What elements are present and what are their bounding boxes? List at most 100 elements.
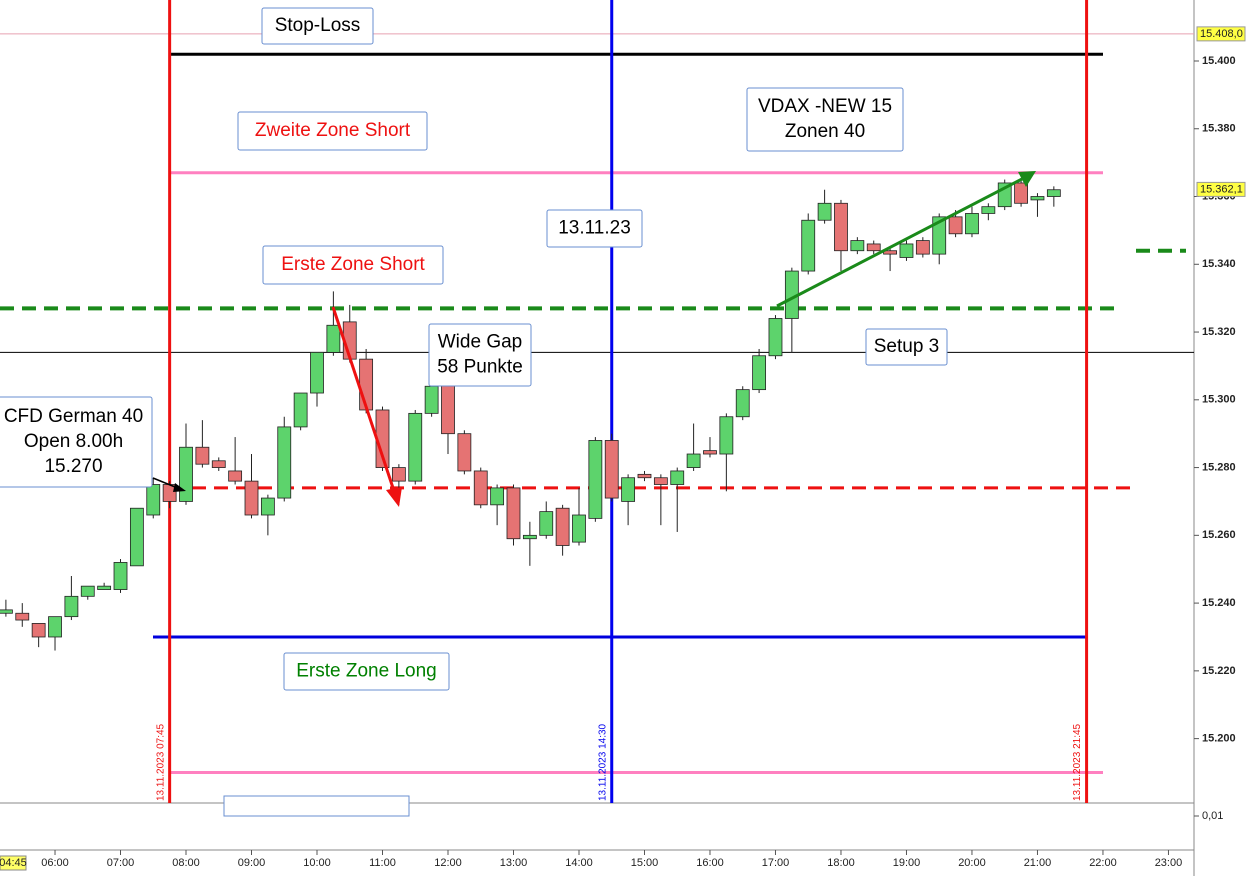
vertical-line-label: 13.11.2023 07:45	[155, 723, 166, 801]
candle-body	[1030, 196, 1045, 201]
x-tick-label: 16:00	[696, 857, 724, 869]
cursor-label: 04:45	[0, 857, 27, 869]
levels: 13.11.2023 07:45 13.11.2023 14:30 13.11.20…	[0, 0, 1194, 803]
annotation-text: Erste Zone Short	[281, 254, 425, 275]
y-tick-label: 15.260	[1202, 529, 1236, 541]
annotation-text: CFD German 40	[4, 406, 143, 427]
candle-body	[408, 412, 423, 482]
annotation-box	[546, 209, 643, 248]
x-tick-label: 10:00	[303, 857, 331, 869]
candle-body	[113, 562, 128, 590]
annotation-text: Zonen 40	[785, 121, 865, 142]
candle-body	[391, 467, 406, 482]
annotation-text: Open 8.00h	[24, 431, 123, 452]
x-tick-label: 18:00	[827, 857, 855, 869]
candle-body	[604, 440, 619, 499]
candle-body	[752, 355, 767, 391]
candle-body	[834, 202, 848, 252]
x-tick-label: 21:00	[1024, 857, 1052, 869]
annotation-text: 58 Punkte	[437, 357, 523, 378]
x-tick-label: 15:00	[631, 857, 659, 869]
candle-body	[457, 433, 472, 472]
x-tick-label: 06:00	[41, 857, 69, 869]
candle-body	[195, 446, 210, 465]
annotation-text: Wide Gap	[438, 332, 522, 353]
annotation-box	[428, 323, 532, 387]
annotations: Stop-Loss Zweite Zone Short VDAX -NEW 15 Zo…	[0, 7, 948, 691]
annotation-text: Setup 3	[874, 336, 940, 357]
candle-body	[653, 477, 668, 485]
candle-body	[522, 534, 537, 540]
candle-body	[244, 480, 259, 516]
price-label: 15.362,1	[1200, 183, 1243, 195]
annotation-box	[746, 87, 904, 152]
candle-body	[735, 389, 750, 418]
x-tick-label: 12:00	[434, 857, 462, 869]
annotation-text: VDAX -NEW 15	[758, 96, 892, 117]
x-tick-label: 11:00	[369, 857, 396, 869]
y-tick-label: 15.380	[1202, 123, 1236, 135]
candle-body	[1046, 189, 1061, 197]
arrowhead	[386, 487, 402, 507]
x-tick-label: 13:00	[500, 857, 528, 869]
candle-body	[277, 426, 292, 499]
candle-body	[441, 382, 455, 435]
candle-body	[293, 392, 308, 428]
candle-body	[473, 470, 488, 506]
arrow	[776, 177, 1023, 308]
vertical-line-label: 13.11.2023 21:45	[1072, 723, 1083, 801]
candle-body	[686, 453, 701, 468]
arrow	[331, 306, 397, 495]
candle-body	[703, 450, 717, 455]
price-label-box	[1196, 26, 1246, 42]
annotation-text: Stop-Loss	[275, 15, 361, 36]
candle-body	[588, 440, 603, 519]
y-tick-label: 15.340	[1202, 258, 1236, 270]
y-tick-label: 15.280	[1202, 461, 1236, 473]
x-tick-label: 22:00	[1089, 857, 1117, 869]
y-tick-label: 15.240	[1202, 597, 1236, 609]
candle-body	[719, 416, 734, 455]
candle-body	[850, 240, 865, 252]
candle-body	[555, 507, 570, 546]
arrowhead	[1018, 171, 1036, 187]
candle-body	[506, 487, 521, 540]
annotation-text: 13.11.23	[558, 218, 631, 239]
candle-body	[260, 497, 275, 516]
candle-body	[670, 470, 685, 485]
annotation-box	[283, 652, 450, 691]
candle-body	[637, 473, 652, 479]
candle-body	[310, 351, 324, 394]
y-tick-label: 15.200	[1202, 733, 1236, 745]
candle-body	[768, 318, 783, 357]
x-tick-label: 09:00	[238, 857, 266, 869]
cursor-label-box	[0, 855, 27, 871]
candle-body	[228, 470, 243, 482]
candle-body	[932, 216, 947, 255]
x-tick-label: 14:00	[565, 857, 593, 869]
candle-body	[915, 240, 930, 255]
x-tick-label: 20:00	[958, 857, 986, 869]
annotation-box	[865, 328, 948, 366]
candle-body	[899, 243, 914, 258]
candle-body	[48, 616, 62, 638]
x-tick-label: 17:00	[762, 857, 790, 869]
candle-body	[1014, 182, 1028, 204]
annotation-box	[261, 7, 374, 45]
x-tick-label: 23:00	[1155, 857, 1183, 869]
candle-body	[326, 324, 341, 353]
x-tick-label: 19:00	[893, 857, 921, 869]
candle-body	[621, 477, 636, 502]
candle-body	[965, 213, 979, 235]
candle-body	[15, 612, 30, 621]
candle-body	[866, 243, 881, 252]
candle-body	[817, 202, 832, 221]
candle-body	[80, 585, 95, 597]
lower-y-tick-label: 0,01	[1202, 810, 1223, 822]
annotation-box	[0, 396, 153, 488]
annotation-box	[262, 245, 444, 285]
candle-body	[31, 623, 46, 638]
candle-body	[129, 507, 144, 567]
